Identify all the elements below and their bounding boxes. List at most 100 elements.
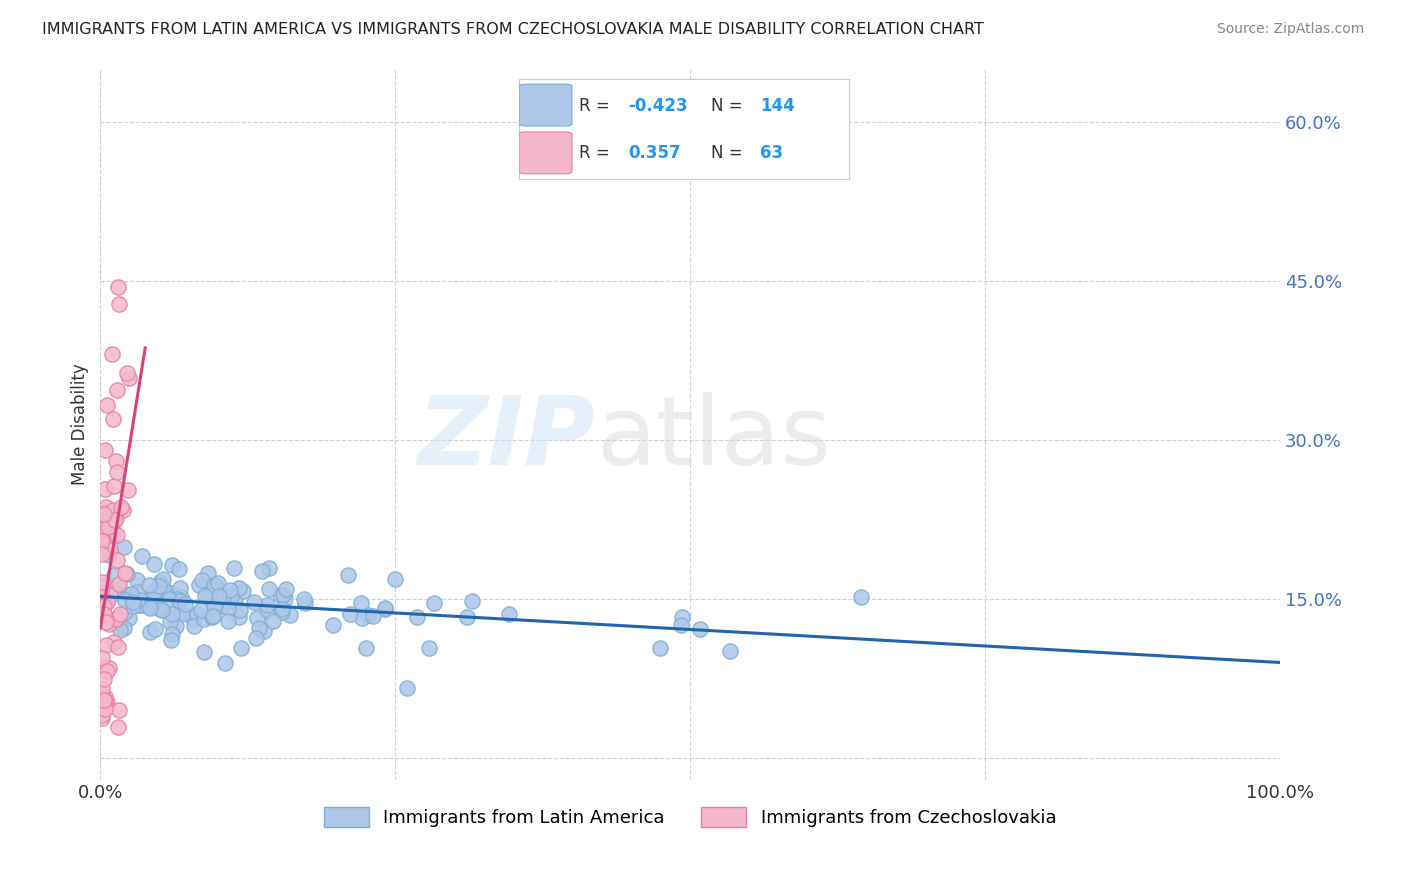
Point	[104, 513, 127, 527]
Point	[339, 607, 361, 621]
Point	[207, 576, 229, 591]
Point	[648, 640, 671, 655]
Point	[257, 561, 280, 575]
Point	[108, 576, 131, 591]
Point	[112, 502, 135, 516]
Point	[108, 297, 131, 311]
Point	[117, 483, 139, 497]
Point	[246, 610, 269, 624]
Point	[689, 622, 711, 636]
Point	[256, 603, 278, 617]
Point	[96, 664, 118, 678]
Point	[183, 619, 205, 633]
Point	[361, 609, 384, 624]
Point	[152, 572, 174, 586]
Point	[101, 582, 124, 596]
Point	[114, 605, 136, 619]
Point	[94, 697, 117, 711]
Point	[143, 557, 166, 571]
Point	[228, 582, 250, 596]
Point	[94, 482, 117, 496]
Point	[159, 615, 181, 629]
Point	[118, 610, 141, 624]
Point	[222, 560, 245, 574]
Point	[350, 611, 373, 625]
Point	[138, 578, 160, 592]
Point	[98, 549, 121, 563]
Point	[94, 615, 117, 629]
Text: Source: ZipAtlas.com: Source: ZipAtlas.com	[1216, 22, 1364, 37]
Point	[129, 599, 152, 613]
Point	[96, 398, 118, 412]
Point	[395, 681, 418, 695]
Point	[101, 412, 124, 426]
Point	[145, 590, 167, 604]
Point	[90, 711, 112, 725]
Point	[94, 638, 117, 652]
Point	[374, 602, 396, 616]
Point	[174, 597, 197, 611]
Point	[217, 614, 239, 628]
Point	[93, 599, 115, 613]
Point	[90, 530, 112, 544]
Point	[270, 605, 292, 619]
Point	[117, 366, 139, 380]
Point	[105, 383, 128, 397]
Point	[108, 607, 131, 621]
Point	[115, 567, 138, 582]
Point	[849, 590, 872, 604]
Y-axis label: Male Disability: Male Disability	[72, 363, 89, 485]
Point	[157, 591, 180, 606]
Point	[202, 600, 225, 615]
Point	[257, 582, 280, 597]
Point	[112, 540, 135, 554]
Point	[149, 601, 172, 615]
Point	[108, 623, 131, 637]
Legend: Immigrants from Latin America, Immigrants from Czechoslovakia: Immigrants from Latin America, Immigrant…	[316, 799, 1063, 835]
Point	[194, 589, 217, 603]
Point	[93, 507, 115, 521]
Point	[170, 607, 193, 621]
Point	[188, 578, 211, 592]
Point	[125, 573, 148, 587]
Point	[90, 575, 112, 590]
Point	[97, 520, 120, 534]
Point	[101, 522, 124, 536]
Point	[461, 593, 484, 607]
Point	[170, 590, 193, 604]
Point	[153, 587, 176, 601]
Point	[93, 443, 115, 458]
Point	[294, 596, 316, 610]
Point	[105, 612, 128, 626]
Point	[166, 591, 188, 606]
Point	[91, 522, 114, 536]
Point	[107, 280, 129, 294]
Point	[269, 588, 291, 602]
Point	[276, 582, 298, 596]
Point	[93, 693, 115, 707]
Point	[94, 693, 117, 707]
Point	[117, 588, 139, 602]
Point	[90, 584, 112, 599]
Point	[193, 645, 215, 659]
Point	[105, 553, 128, 567]
Point	[191, 573, 214, 587]
Point	[138, 625, 160, 640]
Point	[197, 588, 219, 602]
Point	[208, 590, 231, 604]
Point	[143, 593, 166, 607]
Point	[141, 590, 163, 604]
Point	[96, 695, 118, 709]
Point	[165, 619, 187, 633]
Point	[131, 549, 153, 563]
Point	[214, 656, 236, 670]
Point	[150, 603, 173, 617]
Point	[232, 584, 254, 599]
Point	[96, 577, 118, 591]
Point	[110, 500, 132, 514]
Point	[160, 626, 183, 640]
Point	[201, 609, 224, 624]
Point	[91, 580, 114, 594]
Point	[96, 594, 118, 608]
Point	[105, 611, 128, 625]
